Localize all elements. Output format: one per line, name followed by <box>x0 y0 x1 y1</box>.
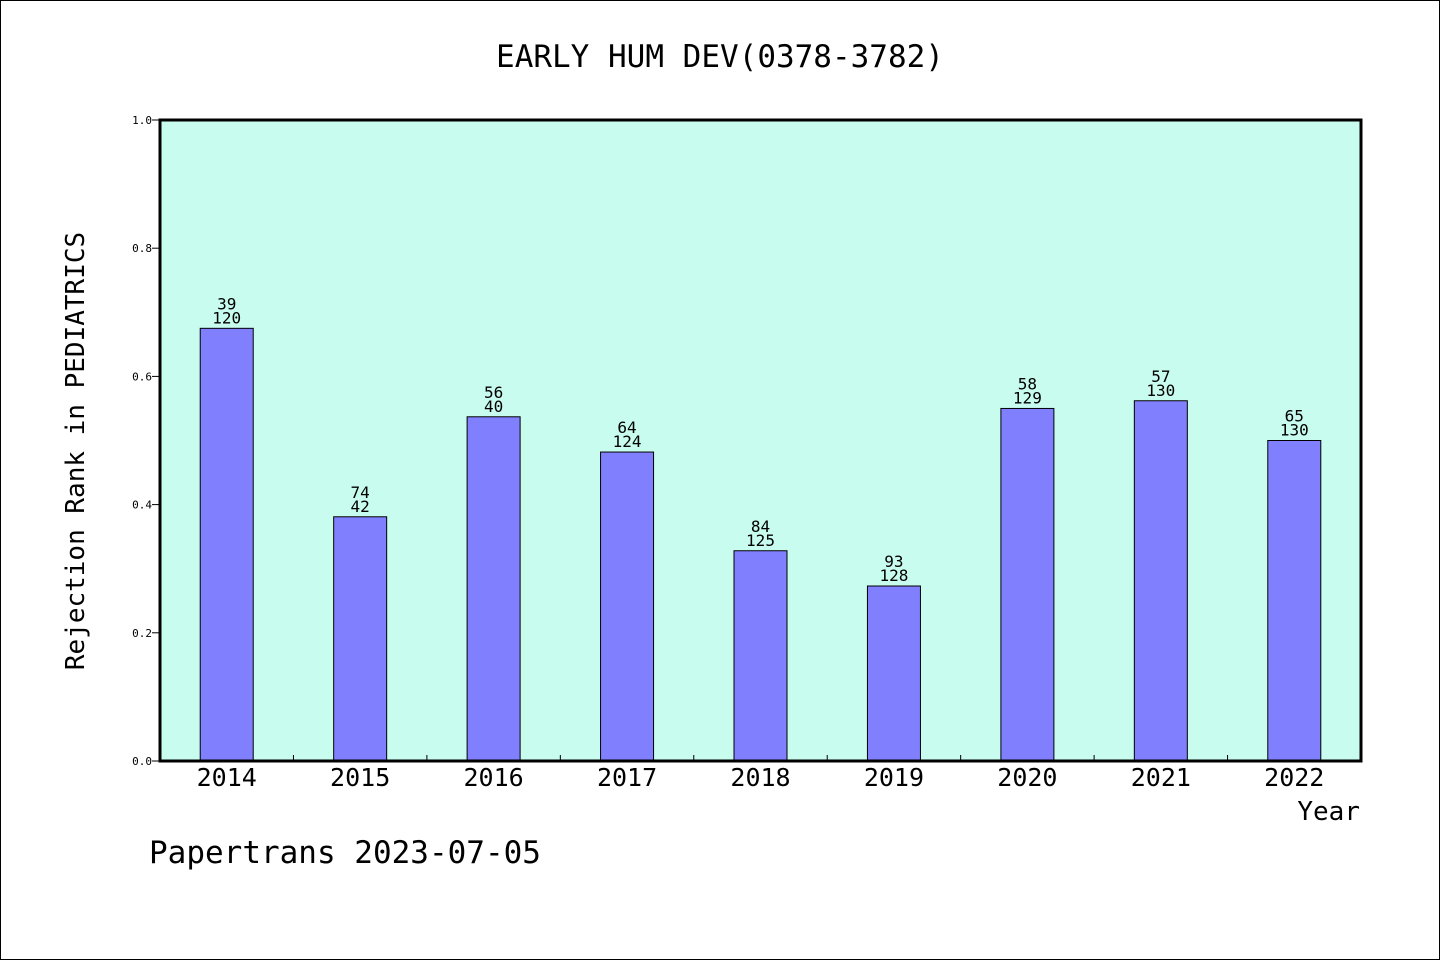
x-tick-label: 2016 <box>464 763 524 792</box>
y-tick-label: 0.0 <box>132 755 152 768</box>
bar-rank-label: 57 <box>1151 367 1170 386</box>
bar-2018 <box>733 550 788 762</box>
bar-total-label: 130 <box>1280 421 1309 440</box>
footer-text: Papertrans 2023-07-05 <box>149 835 541 871</box>
bar-total-label: 40 <box>484 397 503 416</box>
bar-total-label: 125 <box>746 531 775 550</box>
bar-total-label: 129 <box>1013 388 1042 407</box>
bar-rank-label: 56 <box>484 383 503 402</box>
y-tick-label: 0.4 <box>132 499 152 512</box>
bar-rank-label: 58 <box>1018 374 1037 393</box>
bar-2015 <box>333 516 388 762</box>
bar-labels: 3912074425640641248412593128581295713065… <box>212 294 1308 585</box>
y-axis-label: Rejection Rank in PEDIATRICS <box>61 232 91 670</box>
bar-2022 <box>1267 440 1322 762</box>
y-tick-label: 0.6 <box>132 370 152 383</box>
x-tick-label: 2020 <box>997 763 1057 792</box>
x-axis-ticks: 2014 2015 2016 2017 2018 2019 2020 2021 2022 <box>197 755 1324 792</box>
bar-2016 <box>466 416 521 762</box>
x-tick-label: 2014 <box>197 763 257 792</box>
bar-2020 <box>1000 407 1055 762</box>
y-tick-label: 0.8 <box>132 242 152 255</box>
bar-total-label: 42 <box>351 497 370 516</box>
bars <box>199 327 1322 762</box>
bar-rank-label: 64 <box>617 418 636 437</box>
x-tick-label: 2019 <box>864 763 924 792</box>
y-tick-label: 1.0 <box>132 114 152 127</box>
bar-rank-label: 39 <box>217 294 236 313</box>
bar-2014 <box>199 327 254 762</box>
x-tick-label: 2021 <box>1131 763 1191 792</box>
bar-rank-label: 93 <box>884 552 903 571</box>
bar-total-label: 128 <box>879 566 908 585</box>
x-tick-label: 2018 <box>730 763 790 792</box>
x-tick-label: 2017 <box>597 763 657 792</box>
y-tick-label: 0.2 <box>132 627 152 640</box>
bar-2017 <box>600 451 655 762</box>
x-axis-label: Year <box>1297 797 1360 827</box>
chart-title: EARLY HUM DEV(0378-3782) <box>496 39 944 75</box>
bar-total-label: 120 <box>212 308 241 327</box>
x-tick-label: 2022 <box>1264 763 1324 792</box>
bar-2021 <box>1133 400 1188 762</box>
bar-rank-label: 65 <box>1285 407 1304 426</box>
bar-2019 <box>866 585 921 762</box>
bar-rank-label: 84 <box>751 517 770 536</box>
bar-total-label: 130 <box>1146 381 1175 400</box>
bar-rank-label: 74 <box>351 483 370 502</box>
plot-border <box>158 118 1363 763</box>
bar-total-label: 124 <box>613 432 642 451</box>
y-axis-ticks: 0.0 0.2 0.4 0.6 0.8 1.0 <box>132 114 160 768</box>
x-tick-label: 2015 <box>330 763 390 792</box>
